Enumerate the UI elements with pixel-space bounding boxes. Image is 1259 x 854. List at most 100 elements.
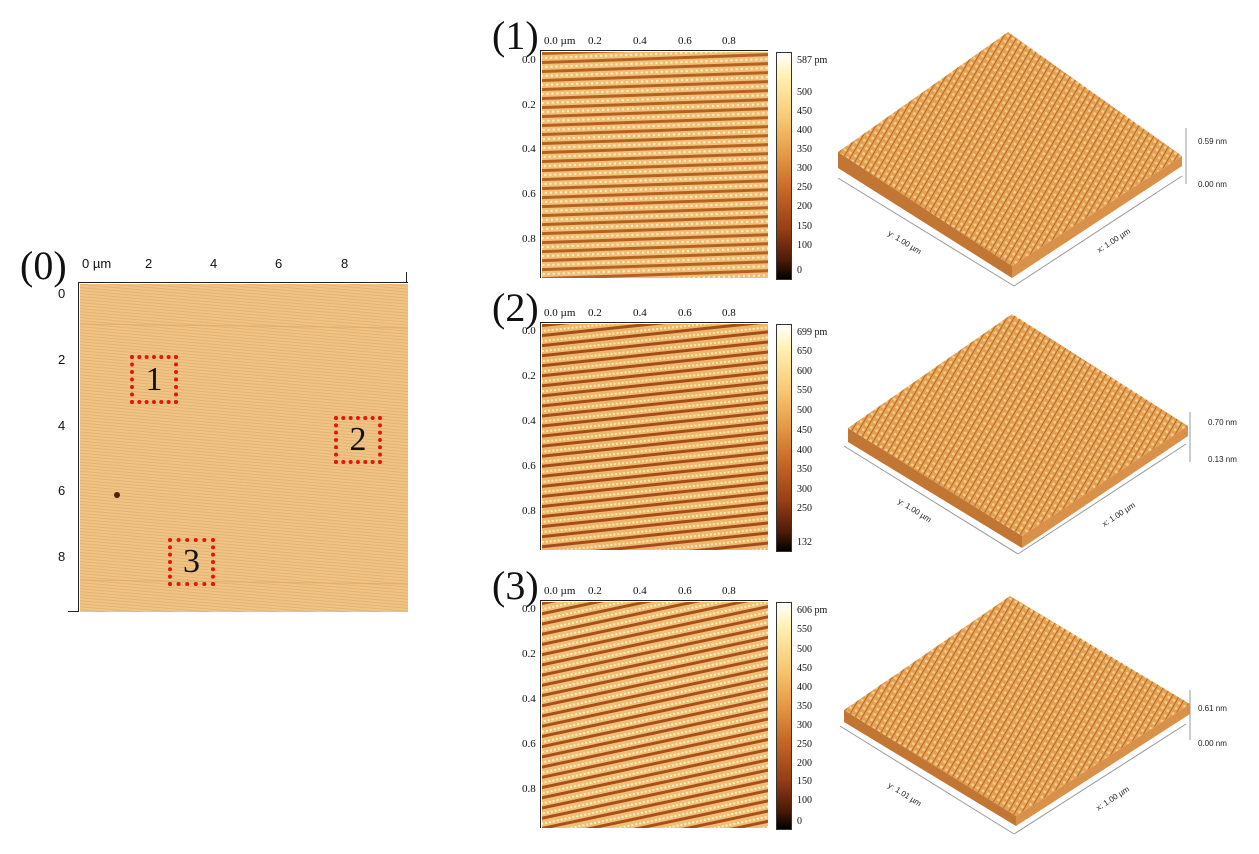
- overview-afm-image: [80, 284, 408, 612]
- panel-2-colorbar: [776, 324, 792, 552]
- panel-2-colorbar-tick: 650: [797, 346, 812, 357]
- panel-2-y-tick: 0.2: [522, 370, 536, 382]
- overview-x-tick: 0 µm: [82, 256, 112, 271]
- overview-y-tick: 2: [58, 352, 66, 367]
- region-marker-3: 3: [168, 538, 215, 586]
- panel-3-colorbar-tick: 300: [797, 720, 812, 731]
- panel-3-surface-plot: [839, 596, 1191, 835]
- panel-2-x-tick: 0.0 µm: [544, 307, 576, 319]
- panel-1-colorbar-tick: 200: [797, 201, 812, 212]
- panel-3-colorbar-tick: 350: [797, 701, 812, 712]
- panel-1-colorbar-tick: 350: [797, 144, 812, 155]
- panel-3-y-tick: 0.4: [522, 693, 536, 705]
- panel-3-colorbar-tick: 0: [797, 816, 802, 827]
- overview-y-tick: 0: [58, 286, 66, 301]
- panel-1-y-tick: 0.6: [522, 188, 536, 200]
- panel-2-colorbar-tick: 132: [797, 537, 812, 548]
- overview-y-tick: 4: [58, 418, 66, 433]
- panel-3-x-tick: 0.6: [678, 585, 692, 597]
- panel-1-colorbar-tick: 300: [797, 163, 812, 174]
- panel-1-top-axis: [540, 50, 768, 51]
- panel-3-colorbar-tick: 450: [797, 663, 812, 674]
- overview-x-tick: 2: [145, 256, 153, 271]
- panel-3-x-tick: 0.0 µm: [544, 585, 576, 597]
- panel-1-colorbar: [776, 52, 792, 280]
- panel-3-colorbar-tick: 400: [797, 682, 812, 693]
- panel-1-x-tick: 0.8: [722, 35, 736, 47]
- panel-3-colorbar-tick: 500: [797, 644, 812, 655]
- panel-2-x-tick: 0.2: [588, 307, 602, 319]
- panel-1-colorbar-tick: 100: [797, 240, 812, 251]
- panel-3-y-tick: 0.0: [522, 603, 536, 615]
- panel-2-y-tick: 0.4: [522, 415, 536, 427]
- panel-1-zmin-label: 0.00 nm: [1198, 180, 1227, 189]
- panel-2-y-tick: 0.8: [522, 505, 536, 517]
- panel-1-surface-plot: [837, 32, 1187, 287]
- panel-2-colorbar-tick: 400: [797, 445, 812, 456]
- panel-2-colorbar-tick: 500: [797, 405, 812, 416]
- panel-1-left-axis: [540, 50, 541, 278]
- panel-2-colorbar-tick: 699 pm: [797, 327, 828, 338]
- panel-2-y-tick: 0.6: [522, 460, 536, 472]
- panel-1-colorbar-tick: 0: [797, 265, 802, 276]
- overview-x-tick: 4: [210, 256, 218, 271]
- panel-3-x-tick: 0.8: [722, 585, 736, 597]
- overview-x-tick: 6: [275, 256, 283, 271]
- panel-2-colorbar-tick: 300: [797, 484, 812, 495]
- panel-2-zmax-label: 0.70 nm: [1208, 418, 1237, 427]
- panel-2-colorbar-tick: 550: [797, 385, 812, 396]
- panel-1-y-tick: 0.4: [522, 143, 536, 155]
- overview-left-axis: [78, 282, 79, 612]
- panel-2-surface-plot: [843, 314, 1191, 555]
- panel-1-x-tick: 0.4: [633, 35, 647, 47]
- panel-3-colorbar-tick: 150: [797, 776, 812, 787]
- panel-3-x-tick: 0.4: [633, 585, 647, 597]
- panel-1-label: (1): [492, 13, 539, 58]
- panel-1-zmax-label: 0.59 nm: [1198, 137, 1227, 146]
- panel-3-left-axis: [540, 600, 541, 828]
- panel-1-x-tick: 0.2: [588, 35, 602, 47]
- panel-3-y-tick: 0.2: [522, 648, 536, 660]
- overview-y-tick: 6: [58, 483, 66, 498]
- panel-1-y-tick: 0.8: [522, 233, 536, 245]
- overview-x-tick: 8: [341, 256, 349, 271]
- panel-2-left-axis: [540, 322, 541, 550]
- panel-3-label: (3): [492, 563, 539, 608]
- panel-3-colorbar-tick: 606 pm: [797, 605, 828, 616]
- panel-3-zmin-label: 0.00 nm: [1198, 739, 1227, 748]
- panel-2-top-axis: [540, 322, 768, 323]
- panel-2-afm-image: [542, 324, 768, 550]
- panel-3-top-axis: [540, 600, 768, 601]
- panel-2-label: (2): [492, 285, 539, 330]
- panel-2-y-tick: 0.0: [522, 325, 536, 337]
- overview-x-tickmark: [406, 272, 407, 282]
- panel-3-afm-image: [542, 602, 768, 828]
- overview-top-axis: [78, 282, 408, 283]
- panel-1-x-tick: 0.6: [678, 35, 692, 47]
- panel-2-x-tick: 0.8: [722, 307, 736, 319]
- panel-2-colorbar-tick: 600: [797, 366, 812, 377]
- overview-panel-label: (0): [20, 243, 67, 288]
- region-marker-1: 1: [130, 355, 178, 404]
- panel-3-colorbar: [776, 602, 792, 830]
- panel-2-x-tick: 0.4: [633, 307, 647, 319]
- overview-y-tickmark: [68, 611, 78, 612]
- panel-2-colorbar-tick: 250: [797, 503, 812, 514]
- panel-1-colorbar-tick: 250: [797, 182, 812, 193]
- panel-2-x-tick: 0.6: [678, 307, 692, 319]
- panel-1-colorbar-tick: 450: [797, 106, 812, 117]
- panel-3-zmax-label: 0.61 nm: [1198, 704, 1227, 713]
- panel-3-colorbar-tick: 100: [797, 795, 812, 806]
- panel-1-y-tick: 0.0: [522, 54, 536, 66]
- panel-2-zmin-label: 0.13 nm: [1208, 455, 1237, 464]
- panel-3-y-tick: 0.6: [522, 738, 536, 750]
- panel-3-y-tick: 0.8: [522, 783, 536, 795]
- panel-3-colorbar-tick: 250: [797, 739, 812, 750]
- panel-1-x-tick: 0.0 µm: [544, 35, 576, 47]
- panel-1-y-tick: 0.2: [522, 99, 536, 111]
- panel-3-colorbar-tick: 200: [797, 758, 812, 769]
- region-marker-2: 2: [334, 416, 382, 464]
- panel-3-x-tick: 0.2: [588, 585, 602, 597]
- panel-1-afm-image: [542, 52, 768, 278]
- panel-3-colorbar-tick: 550: [797, 624, 812, 635]
